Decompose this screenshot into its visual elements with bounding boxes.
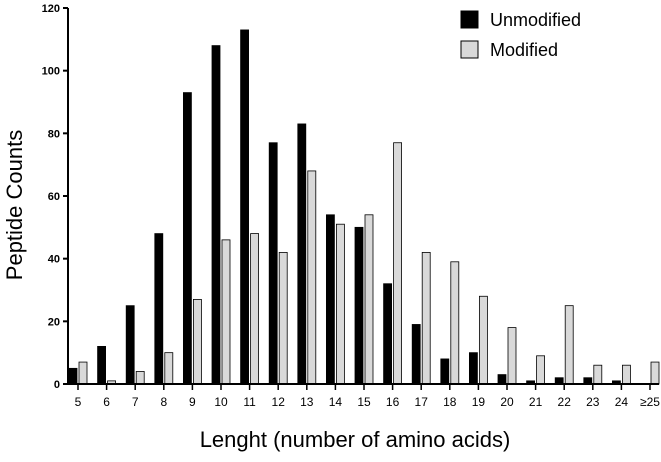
bar-unmodified-8 [154,233,164,385]
bar-unmodified-17 [411,324,421,385]
legend-label-modified: Modified [490,40,558,60]
y-tick-label: 80 [48,128,60,140]
bar-unmodified-20 [497,374,507,385]
x-tick-label: 9 [189,395,196,409]
legend-label-unmodified: Unmodified [490,10,581,30]
x-tick-label: 15 [357,395,371,409]
bar-unmodified-15 [354,226,364,385]
y-tick-label: 20 [48,316,60,328]
legend: Unmodified Modified [460,10,581,60]
bar-unmodified-16 [383,283,393,385]
bar-modified-17 [421,251,431,385]
y-axis-title: Peptide Counts [2,130,27,280]
bar-modified-20 [507,327,517,385]
legend-swatch-unmodified [460,10,479,29]
x-tick-label: 10 [214,395,228,409]
bar-modified-12 [278,251,288,385]
legend-swatch-modified [460,40,479,59]
x-tick-label: 7 [132,395,139,409]
x-tick-label: 20 [500,395,514,409]
x-tick-label: 17 [415,395,429,409]
y-ticks-group: 0 20 40 60 80 100 120 [42,3,68,391]
bar-unmodified-5 [68,367,78,385]
x-tick-label: 12 [272,395,286,409]
bar-unmodified-9 [182,92,192,385]
bar-unmodified-19 [468,352,478,385]
bar-unmodified-18 [440,358,450,385]
x-tick-label: 21 [529,395,543,409]
x-tick-label: 23 [586,395,600,409]
y-tick-label: 60 [48,191,60,203]
x-tick-label: 5 [75,395,82,409]
bars-group [68,29,660,385]
x-tick-label: 19 [472,395,486,409]
bar-unmodified-13 [297,123,307,385]
bar-modified-21 [536,355,545,385]
x-tick-label: 8 [160,395,167,409]
bar-unmodified-10 [211,45,221,385]
x-tick-label: 13 [300,395,314,409]
bar-modified-7 [135,371,145,385]
bar-modified-18 [450,261,460,385]
bar-modified-15 [364,214,374,385]
bar-modified-8 [164,352,174,385]
bar-modified-5 [78,361,88,385]
x-ticks-group: 5 6 7 8 9 10 11 12 13 14 15 16 17 18 19 20 21 22 23 24 ≥25 [75,384,660,409]
bar-modified-24 [622,364,631,385]
bar-modified-11 [250,233,260,385]
x-tick-label: 14 [329,395,343,409]
x-tick-label: 6 [103,395,110,409]
bar-modified-9 [192,298,202,385]
bar-modified-22 [564,305,574,385]
x-tick-label: 22 [558,395,572,409]
x-tick-label: ≥25 [640,395,660,409]
y-tick-label: 0 [54,379,60,391]
x-axis-title: Lenght (number of amino acids) [200,427,511,452]
y-tick-label: 40 [48,254,60,266]
bar-modified-19 [478,295,488,385]
bar-modified-≥25 [650,361,660,385]
bar-modified-14 [335,223,345,385]
bar-modified-16 [393,142,403,385]
bar-unmodified-12 [268,142,278,385]
bar-unmodified-6 [97,345,106,385]
bar-unmodified-14 [325,214,335,385]
x-tick-label: 11 [243,395,256,409]
bar-modified-23 [593,364,603,385]
x-tick-label: 18 [443,395,457,409]
bar-unmodified-7 [125,305,135,385]
x-tick-label: 16 [386,395,400,409]
y-tick-label: 120 [42,3,60,15]
bar-modified-13 [307,170,317,385]
x-tick-label: 24 [615,395,629,409]
y-tick-label: 100 [42,66,60,78]
bar-modified-10 [221,239,231,385]
bar-unmodified-11 [240,29,250,385]
